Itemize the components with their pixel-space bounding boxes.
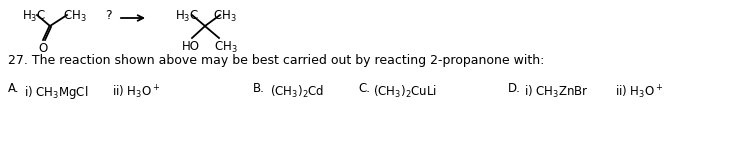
Text: CH$_3$: CH$_3$	[213, 9, 237, 24]
Text: C.: C.	[358, 82, 370, 95]
Text: O: O	[38, 42, 47, 55]
Text: A.: A.	[8, 82, 19, 95]
Text: ii) H$_3$O$^+$: ii) H$_3$O$^+$	[615, 84, 663, 101]
Text: (CH$_3$)$_2$CuLi: (CH$_3$)$_2$CuLi	[373, 84, 437, 100]
Text: B.: B.	[253, 82, 265, 95]
Text: i) CH$_3$ZnBr: i) CH$_3$ZnBr	[524, 84, 589, 100]
Text: (CH$_3$)$_2$Cd: (CH$_3$)$_2$Cd	[270, 84, 324, 100]
Text: ii) H$_3$O$^+$: ii) H$_3$O$^+$	[112, 84, 160, 101]
Text: H$_3$C: H$_3$C	[22, 9, 46, 24]
Text: i) CH$_3$MgCl: i) CH$_3$MgCl	[24, 84, 89, 101]
Text: 27. The reaction shown above may be best carried out by reacting 2-propanone wit: 27. The reaction shown above may be best…	[8, 54, 545, 67]
Text: H$_3$C: H$_3$C	[175, 9, 199, 24]
Text: CH$_3$: CH$_3$	[63, 9, 86, 24]
Text: D.: D.	[508, 82, 521, 95]
Text: ?: ?	[105, 9, 111, 22]
Text: HO: HO	[182, 40, 200, 53]
Text: CH$_3$: CH$_3$	[214, 40, 238, 55]
